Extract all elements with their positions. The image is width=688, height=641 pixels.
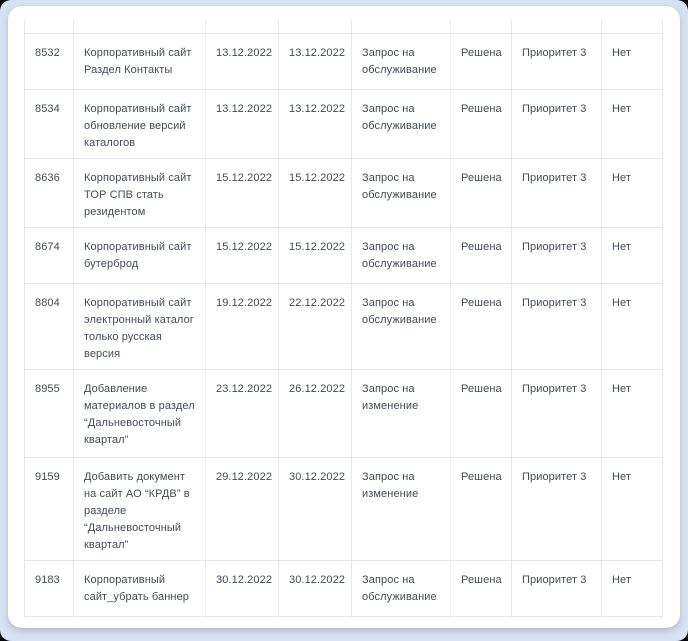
cell-request-type <box>351 616 451 618</box>
cell-flag: Нет <box>601 560 663 617</box>
cell-flag: Нет <box>601 33 663 90</box>
cell-ticket-id: 8534 <box>24 89 74 159</box>
cell-description: Корпоративный сайт обновление версий кат… <box>73 89 206 159</box>
cell-flag: Нет <box>601 158 663 228</box>
table-row[interactable]: 8804 Корпоративный сайт электронный катал… <box>24 283 663 370</box>
cell-status <box>450 20 512 34</box>
cell-date-1: 29.12.2022 <box>205 457 279 561</box>
cell-description: Корпоративный сайт_убрать баннер <box>73 560 206 617</box>
cell-priority: Приоритет 3 <box>511 369 602 458</box>
cell-date-1 <box>205 616 279 618</box>
cell-date-2: 30.12.2022 <box>278 457 352 561</box>
cell-status: Решена <box>450 227 512 284</box>
cell-flag <box>601 616 663 618</box>
cell-status: Решена <box>450 33 512 90</box>
cell-date-2: 15.12.2022 <box>278 227 352 284</box>
cell-date-1: 30.12.2022 <box>205 560 279 617</box>
cell-status: Решена <box>450 560 512 617</box>
cell-priority: Приоритет 3 <box>511 33 602 90</box>
cell-flag: Нет <box>601 369 663 458</box>
table-row[interactable]: 8674 Корпоративный сайт бутерброд 15.12.20… <box>24 227 663 284</box>
cell-status: Решена <box>450 457 512 561</box>
cell-description <box>73 20 206 34</box>
cell-ticket-id <box>24 20 74 34</box>
cell-request-type: Запрос на обслуживание <box>351 33 451 90</box>
cell-date-2 <box>278 20 352 34</box>
table-row-partial-top[interactable] <box>24 20 663 34</box>
cell-description: Корпоративный сайт электронный каталог т… <box>73 283 206 370</box>
cell-ticket-id: 8636 <box>24 158 74 228</box>
cell-description: Корпоративный сайт ТОР СПВ стать резиден… <box>73 158 206 228</box>
cell-flag: Нет <box>601 227 663 284</box>
cell-request-type: Запрос на обслуживание <box>351 227 451 284</box>
cell-date-1: 13.12.2022 <box>205 33 279 90</box>
table-row[interactable]: 8636 Корпоративный сайт ТОР СПВ стать рез… <box>24 158 663 228</box>
cell-status: Решена <box>450 283 512 370</box>
cell-status: Решена <box>450 89 512 159</box>
cell-ticket-id: 8804 <box>24 283 74 370</box>
tickets-table: 8532 Корпоративный сайт Раздел Контакты 13… <box>24 20 663 618</box>
cell-ticket-id: 9159 <box>24 457 74 561</box>
cell-ticket-id <box>24 616 74 618</box>
cell-request-type: Запрос на изменение <box>351 369 451 458</box>
table-row[interactable]: 8534 Корпоративный сайт обновление версий… <box>24 89 663 159</box>
cell-description: Корпоративный сайт Раздел Контакты <box>73 33 206 90</box>
cell-priority <box>511 616 602 618</box>
cell-ticket-id: 9183 <box>24 560 74 617</box>
cell-priority: Приоритет 3 <box>511 89 602 159</box>
cell-flag: Нет <box>601 457 663 561</box>
cell-ticket-id: 8955 <box>24 369 74 458</box>
cell-status: Решена <box>450 369 512 458</box>
cell-request-type: Запрос на изменение <box>351 457 451 561</box>
cell-priority: Приоритет 3 <box>511 227 602 284</box>
cell-priority: Приоритет 3 <box>511 283 602 370</box>
cell-ticket-id: 8674 <box>24 227 74 284</box>
table-row[interactable]: 9159 Добавить документ на сайт АО “КРДВ” … <box>24 457 663 561</box>
cell-date-1 <box>205 20 279 34</box>
cell-date-1: 19.12.2022 <box>205 283 279 370</box>
cell-priority <box>511 20 602 34</box>
cell-request-type: Запрос на обслуживание <box>351 158 451 228</box>
cell-flag <box>601 20 663 34</box>
cell-flag: Нет <box>601 89 663 159</box>
cell-status: Решена <box>450 158 512 228</box>
cell-date-2: 30.12.2022 <box>278 560 352 617</box>
cell-date-1: 15.12.2022 <box>205 227 279 284</box>
table-scroll-area[interactable]: 8532 Корпоративный сайт Раздел Контакты 13… <box>24 20 663 618</box>
cell-request-type: Запрос на обслуживание <box>351 283 451 370</box>
cell-priority: Приоритет 3 <box>511 560 602 617</box>
cell-date-1: 23.12.2022 <box>205 369 279 458</box>
cell-date-1: 15.12.2022 <box>205 158 279 228</box>
cell-date-2: 13.12.2022 <box>278 33 352 90</box>
cell-date-2: 26.12.2022 <box>278 369 352 458</box>
cell-flag: Нет <box>601 283 663 370</box>
cell-request-type: Запрос на обслуживание <box>351 560 451 617</box>
content-card: 8532 Корпоративный сайт Раздел Контакты 13… <box>8 6 680 628</box>
cell-date-2 <box>278 616 352 618</box>
table-row[interactable]: 9183 Корпоративный сайт_убрать баннер 30.1… <box>24 560 663 617</box>
table-row-partial-bottom[interactable] <box>24 616 663 618</box>
cell-priority: Приоритет 3 <box>511 158 602 228</box>
cell-description <box>73 616 206 618</box>
cell-description: Добавление материалов в раздел “Дальнево… <box>73 369 206 458</box>
table-row[interactable]: 8955 Добавление материалов в раздел “Даль… <box>24 369 663 458</box>
cell-date-1: 13.12.2022 <box>205 89 279 159</box>
cell-description: Корпоративный сайт бутерброд <box>73 227 206 284</box>
cell-request-type <box>351 20 451 34</box>
cell-date-2: 15.12.2022 <box>278 158 352 228</box>
cell-description: Добавить документ на сайт АО “КРДВ” в ра… <box>73 457 206 561</box>
cell-request-type: Запрос на обслуживание <box>351 89 451 159</box>
cell-status <box>450 616 512 618</box>
cell-priority: Приоритет 3 <box>511 457 602 561</box>
cell-date-2: 13.12.2022 <box>278 89 352 159</box>
cell-ticket-id: 8532 <box>24 33 74 90</box>
cell-date-2: 22.12.2022 <box>278 283 352 370</box>
table-row[interactable]: 8532 Корпоративный сайт Раздел Контакты 13… <box>24 33 663 90</box>
